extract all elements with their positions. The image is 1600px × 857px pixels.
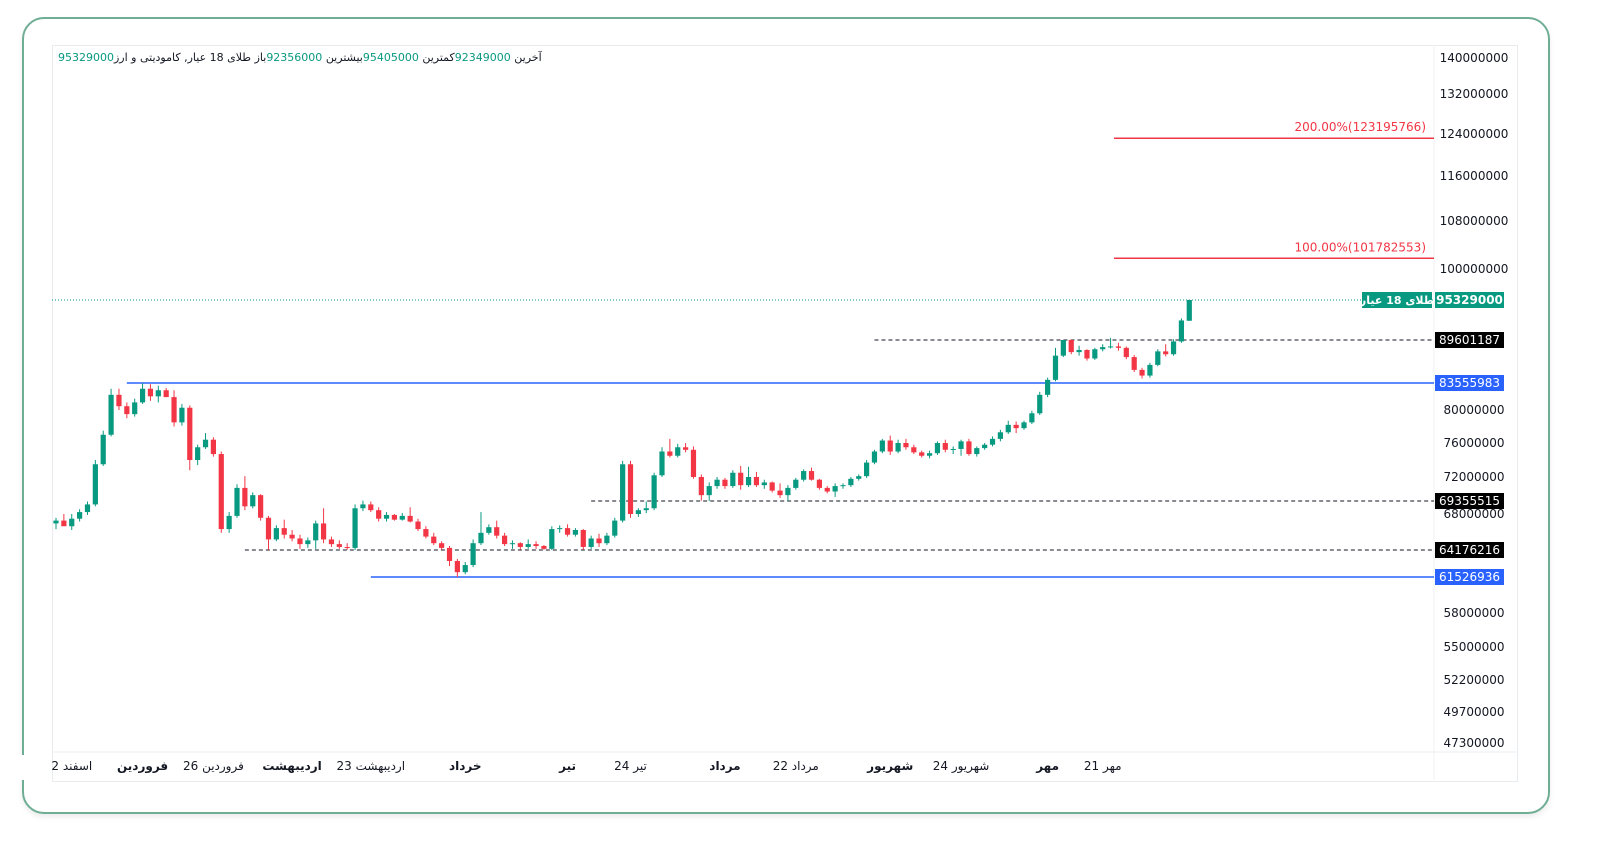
last-value: 95329000 (58, 51, 114, 64)
chart-card (22, 17, 1550, 814)
symbol-name: طلای 18 عیار, کامودیتی و ارز (114, 51, 252, 64)
open-value: 92356000 (266, 51, 323, 64)
last-label: آخرین (514, 51, 542, 64)
low-label: کمترین (422, 51, 455, 64)
high-value: 95405000 (362, 51, 419, 64)
open-label: باز (254, 51, 267, 64)
chart-area[interactable] (52, 45, 1518, 782)
ohlc-header: 95329000 آخرین 92349000کمترین 95405000بیش… (58, 51, 542, 64)
low-value: 92349000 (454, 51, 511, 64)
high-label: بیشترین (325, 51, 363, 64)
